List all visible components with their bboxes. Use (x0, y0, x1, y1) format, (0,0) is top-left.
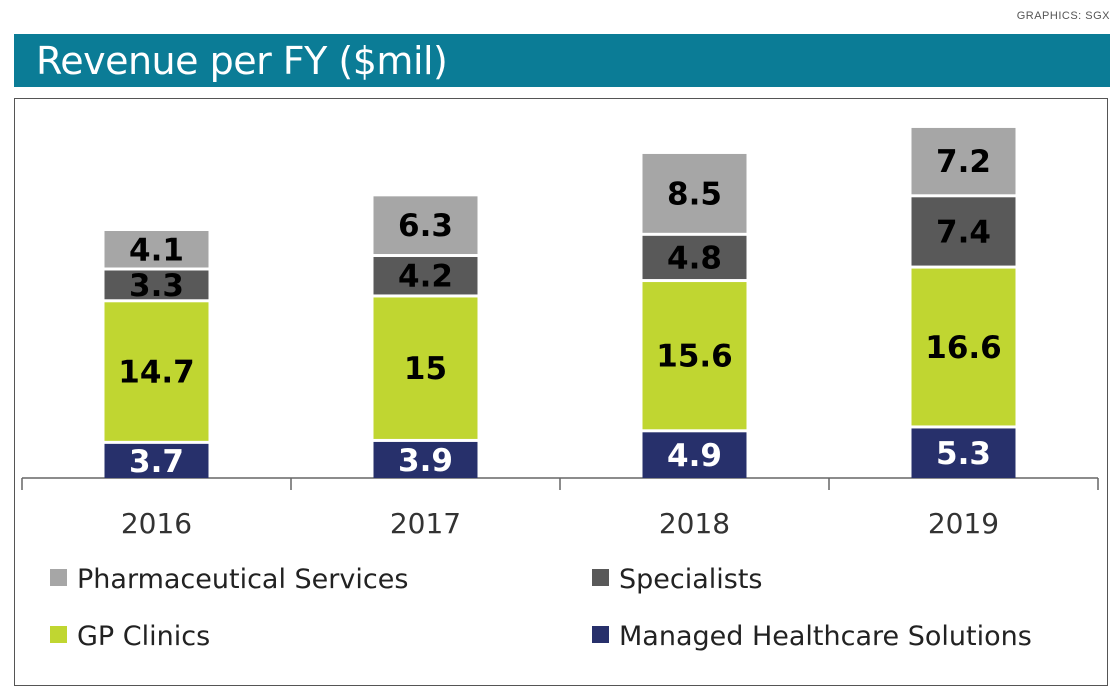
data-label: 15 (404, 351, 447, 387)
bar-segment-pharmaceutical-services-2019 (911, 127, 1016, 195)
bar-segment-managed-healthcare-solutions-2019 (911, 428, 1016, 478)
graphics-credit: GRAPHICS: SGX (1016, 10, 1110, 22)
legend-label: Managed Healthcare Solutions (619, 621, 1032, 652)
data-label: 6.3 (398, 208, 453, 244)
legend-swatch (50, 569, 67, 586)
data-label: 3.3 (129, 268, 184, 304)
x-tick-label: 2018 (659, 507, 730, 540)
x-tick-label: 2016 (121, 507, 192, 540)
data-label: 4.1 (129, 232, 184, 268)
bar-segment-gp-clinics-2017 (373, 297, 478, 439)
legend-label: Pharmaceutical Services (77, 564, 408, 595)
data-label: 14.7 (118, 355, 195, 391)
data-label: 8.5 (667, 176, 722, 212)
legend-swatch (50, 626, 67, 643)
bar-segment-managed-healthcare-solutions-2016 (104, 443, 209, 478)
legend-label: Specialists (619, 564, 763, 595)
bar-segment-managed-healthcare-solutions-2017 (373, 441, 478, 478)
x-tick-label: 2019 (928, 507, 999, 540)
chart-panel (14, 98, 1108, 686)
legend-swatch (592, 626, 609, 643)
bar-segment-specialists-2018 (642, 235, 747, 280)
bar-segment-specialists-2016 (104, 270, 209, 300)
x-tick-label: 2017 (390, 507, 461, 540)
title-bar: Revenue per FY ($mil) (14, 34, 1110, 87)
legend-swatch (592, 569, 609, 586)
data-label: 4.8 (667, 240, 722, 276)
bar-segment-gp-clinics-2016 (104, 302, 209, 441)
bar-segment-pharmaceutical-services-2016 (104, 231, 209, 268)
data-label: 15.6 (656, 339, 733, 375)
bar-segment-specialists-2019 (911, 197, 1016, 266)
legend-label: GP Clinics (77, 621, 210, 652)
bar-segment-gp-clinics-2019 (911, 268, 1016, 426)
bar-segment-pharmaceutical-services-2017 (373, 196, 478, 255)
data-label: 5.3 (936, 436, 991, 472)
bar-segment-managed-healthcare-solutions-2018 (642, 432, 747, 478)
data-label: 7.4 (936, 214, 991, 250)
bar-segment-pharmaceutical-services-2018 (642, 153, 747, 233)
data-label: 4.9 (667, 438, 722, 474)
bar-segment-specialists-2017 (373, 257, 478, 295)
chart-title: Revenue per FY ($mil) (36, 39, 448, 83)
bar-segment-gp-clinics-2018 (642, 282, 747, 430)
data-label: 3.9 (398, 443, 453, 479)
data-label: 3.7 (129, 444, 184, 480)
data-label: 16.6 (925, 330, 1002, 366)
data-label: 4.2 (398, 259, 453, 295)
data-label: 7.2 (936, 144, 991, 180)
